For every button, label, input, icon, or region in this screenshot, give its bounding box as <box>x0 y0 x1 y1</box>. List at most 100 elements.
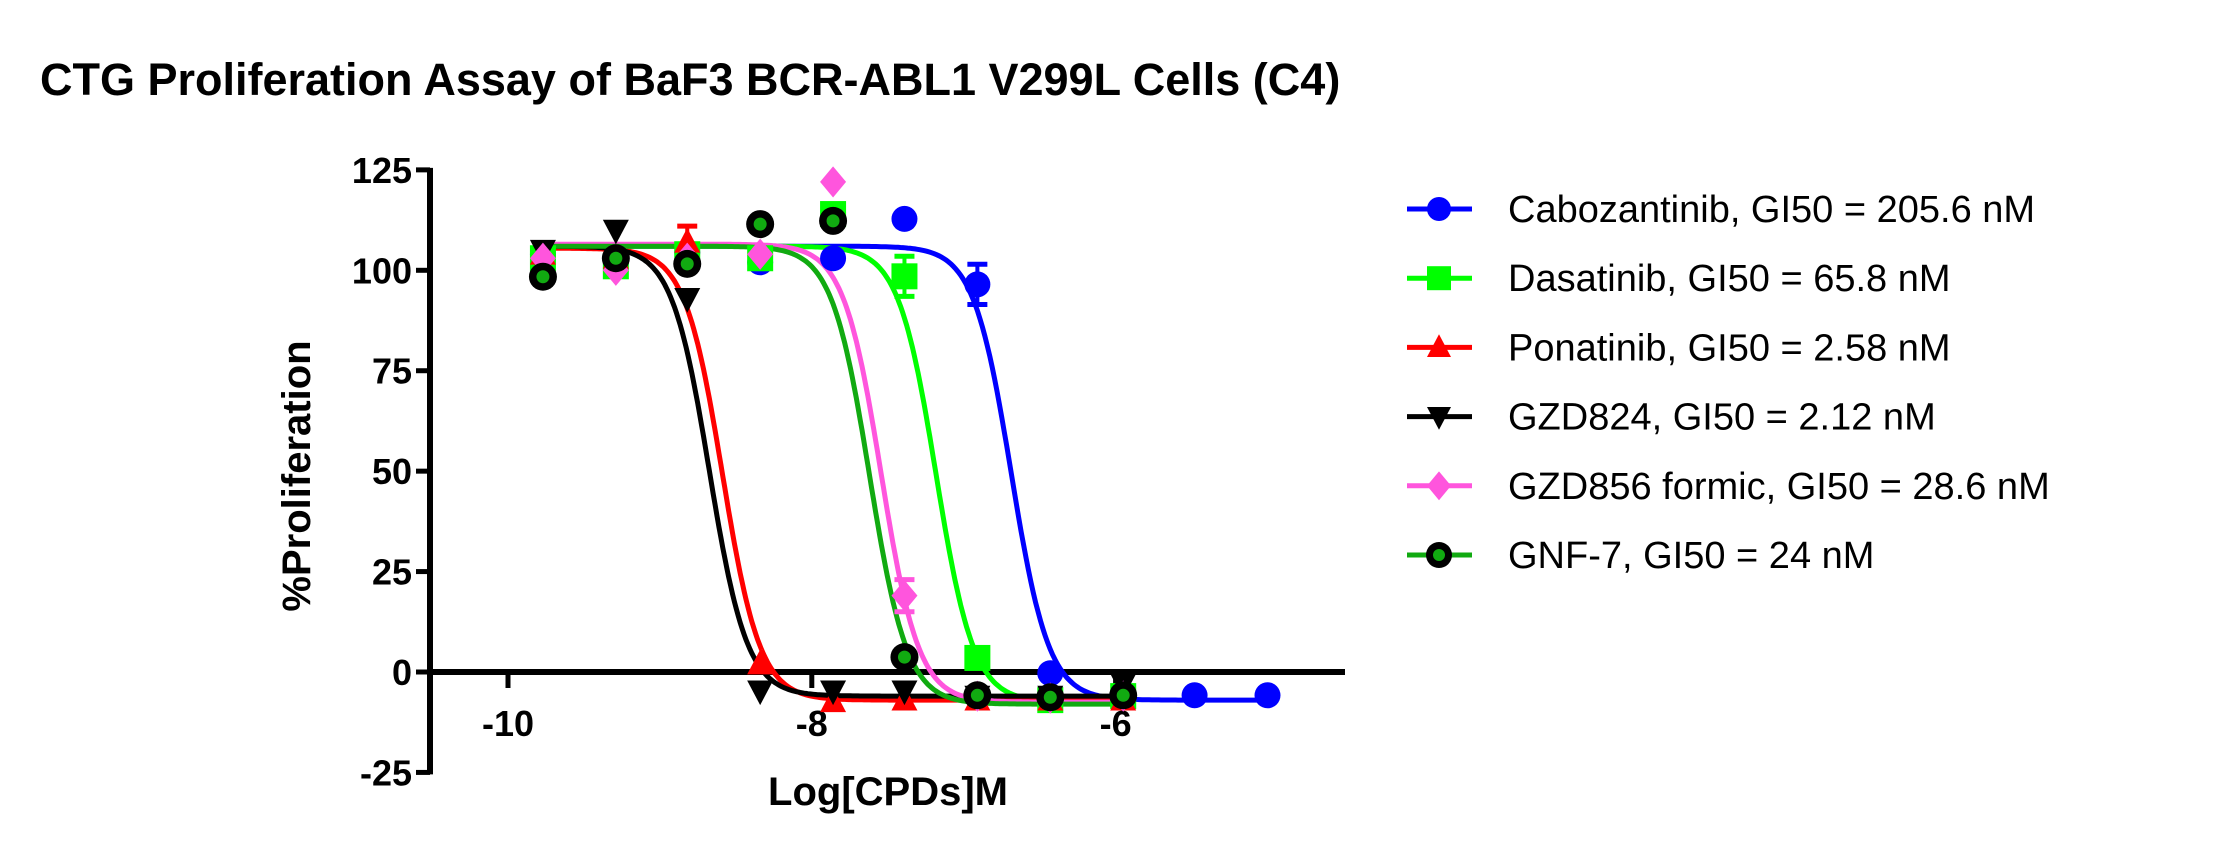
legend-label: GNF-7, GI50 = 24 nM <box>1508 535 1874 577</box>
legend-label: Dasatinib, GI50 = 65.8 nM <box>1508 258 1951 300</box>
ring-marker-inner <box>536 270 550 284</box>
y-tick-label: 0 <box>392 652 412 693</box>
data-points <box>528 166 1281 714</box>
circle-marker <box>820 245 847 272</box>
triangle-down-marker <box>820 680 847 706</box>
data-point <box>673 249 702 278</box>
data-point <box>820 166 847 198</box>
data-point <box>1109 681 1138 710</box>
legend-entry: Ponatinib, GI50 = 2.58 nM <box>1407 327 1951 369</box>
circle-marker <box>1037 660 1064 687</box>
data-point <box>891 263 918 290</box>
data-point <box>747 238 774 270</box>
circle-marker <box>1181 682 1208 709</box>
data-point <box>1254 682 1281 709</box>
legend-label: Cabozantinib, GI50 = 205.6 nM <box>1508 189 2035 231</box>
ring-marker-inner <box>1116 688 1130 702</box>
legend-marker <box>1427 334 1451 357</box>
data-point <box>820 680 847 706</box>
circle-marker <box>1254 682 1281 709</box>
square-marker <box>891 263 918 290</box>
diamond-marker <box>1427 471 1451 501</box>
ring-marker-inner <box>970 688 984 702</box>
data-point <box>819 206 848 235</box>
data-point <box>891 580 918 612</box>
data-point <box>890 643 919 672</box>
triangle-up-marker <box>1427 334 1451 357</box>
triangle-down-marker <box>747 680 774 706</box>
data-point <box>964 644 991 671</box>
diamond-marker <box>529 242 556 274</box>
data-point <box>747 649 774 675</box>
y-tick-label: -25 <box>360 752 412 793</box>
legend-entry: Cabozantinib, GI50 = 205.6 nM <box>1407 189 2035 231</box>
square-marker <box>964 644 991 671</box>
legend-marker <box>1427 407 1451 430</box>
data-point <box>1036 683 1065 712</box>
legend-entry: GZD856 formic, GI50 = 28.6 nM <box>1407 466 2050 508</box>
data-point <box>746 210 775 239</box>
data-point <box>747 680 774 706</box>
fit-curve <box>542 243 1124 707</box>
diamond-marker <box>891 580 918 612</box>
ring-marker-inner <box>1043 690 1057 704</box>
data-point <box>674 227 701 253</box>
circle-marker <box>964 271 991 298</box>
triangle-up-marker <box>747 649 774 675</box>
fit-curve <box>542 243 1124 705</box>
legend: Cabozantinib, GI50 = 205.6 nM Dasatinib, … <box>1407 189 2050 577</box>
legend-marker <box>1427 197 1451 221</box>
fit-curve <box>542 245 1124 703</box>
y-axis-label: %Proliferation <box>275 340 319 611</box>
fit-curve <box>542 241 1124 705</box>
circle-marker <box>1427 197 1451 221</box>
ring-marker-inner <box>1433 549 1445 561</box>
data-point <box>820 245 847 272</box>
x-axis-label: Log[CPDs]M <box>768 770 1008 814</box>
ring-marker-inner <box>826 214 840 228</box>
diamond-marker <box>820 166 847 198</box>
legend-marker <box>1426 542 1452 568</box>
data-point <box>529 242 556 274</box>
data-point <box>891 680 918 706</box>
y-tick-label: 75 <box>372 351 412 392</box>
x-tick-label: -10 <box>482 703 534 744</box>
legend-label: GZD856 formic, GI50 = 28.6 nM <box>1508 466 2050 508</box>
data-point <box>602 219 629 245</box>
data-point <box>1037 660 1064 687</box>
data-point <box>963 681 992 710</box>
circle-marker <box>891 205 918 232</box>
legend-marker <box>1427 471 1451 501</box>
diamond-marker <box>747 238 774 270</box>
ring-marker-inner <box>897 650 911 664</box>
fit-curve <box>542 243 1124 699</box>
triangle-down-marker <box>891 680 918 706</box>
data-point <box>674 288 701 313</box>
legend-label: Ponatinib, GI50 = 2.58 nM <box>1508 327 1951 369</box>
square-marker <box>1427 266 1451 291</box>
legend-label: GZD824, GI50 = 2.12 nM <box>1508 397 1936 439</box>
legend-marker <box>1427 266 1451 291</box>
data-point <box>891 205 918 232</box>
chart-title: CTG Proliferation Assay of BaF3 BCR-ABL1… <box>40 54 1340 105</box>
triangle-down-marker <box>1427 407 1451 430</box>
legend-entry: Dasatinib, GI50 = 65.8 nM <box>1407 258 1951 300</box>
legend-entry: GZD824, GI50 = 2.12 nM <box>1407 397 1936 439</box>
fit-curves <box>542 241 1268 707</box>
ring-marker-inner <box>680 257 694 271</box>
triangle-down-marker <box>602 219 629 245</box>
legend-entry: GNF-7, GI50 = 24 nM <box>1407 535 1874 577</box>
triangle-up-marker <box>674 227 701 253</box>
data-point <box>528 262 557 291</box>
y-tick-label: 100 <box>352 250 412 291</box>
triangle-down-marker <box>674 288 701 313</box>
ring-marker-inner <box>753 217 767 231</box>
data-point <box>1181 682 1208 709</box>
y-tick-label: 25 <box>372 552 412 593</box>
ring-marker-inner <box>609 251 623 265</box>
y-tick-label: 50 <box>372 451 412 492</box>
data-point <box>964 271 991 298</box>
y-tick-label: 125 <box>352 150 412 191</box>
data-point <box>601 244 630 273</box>
